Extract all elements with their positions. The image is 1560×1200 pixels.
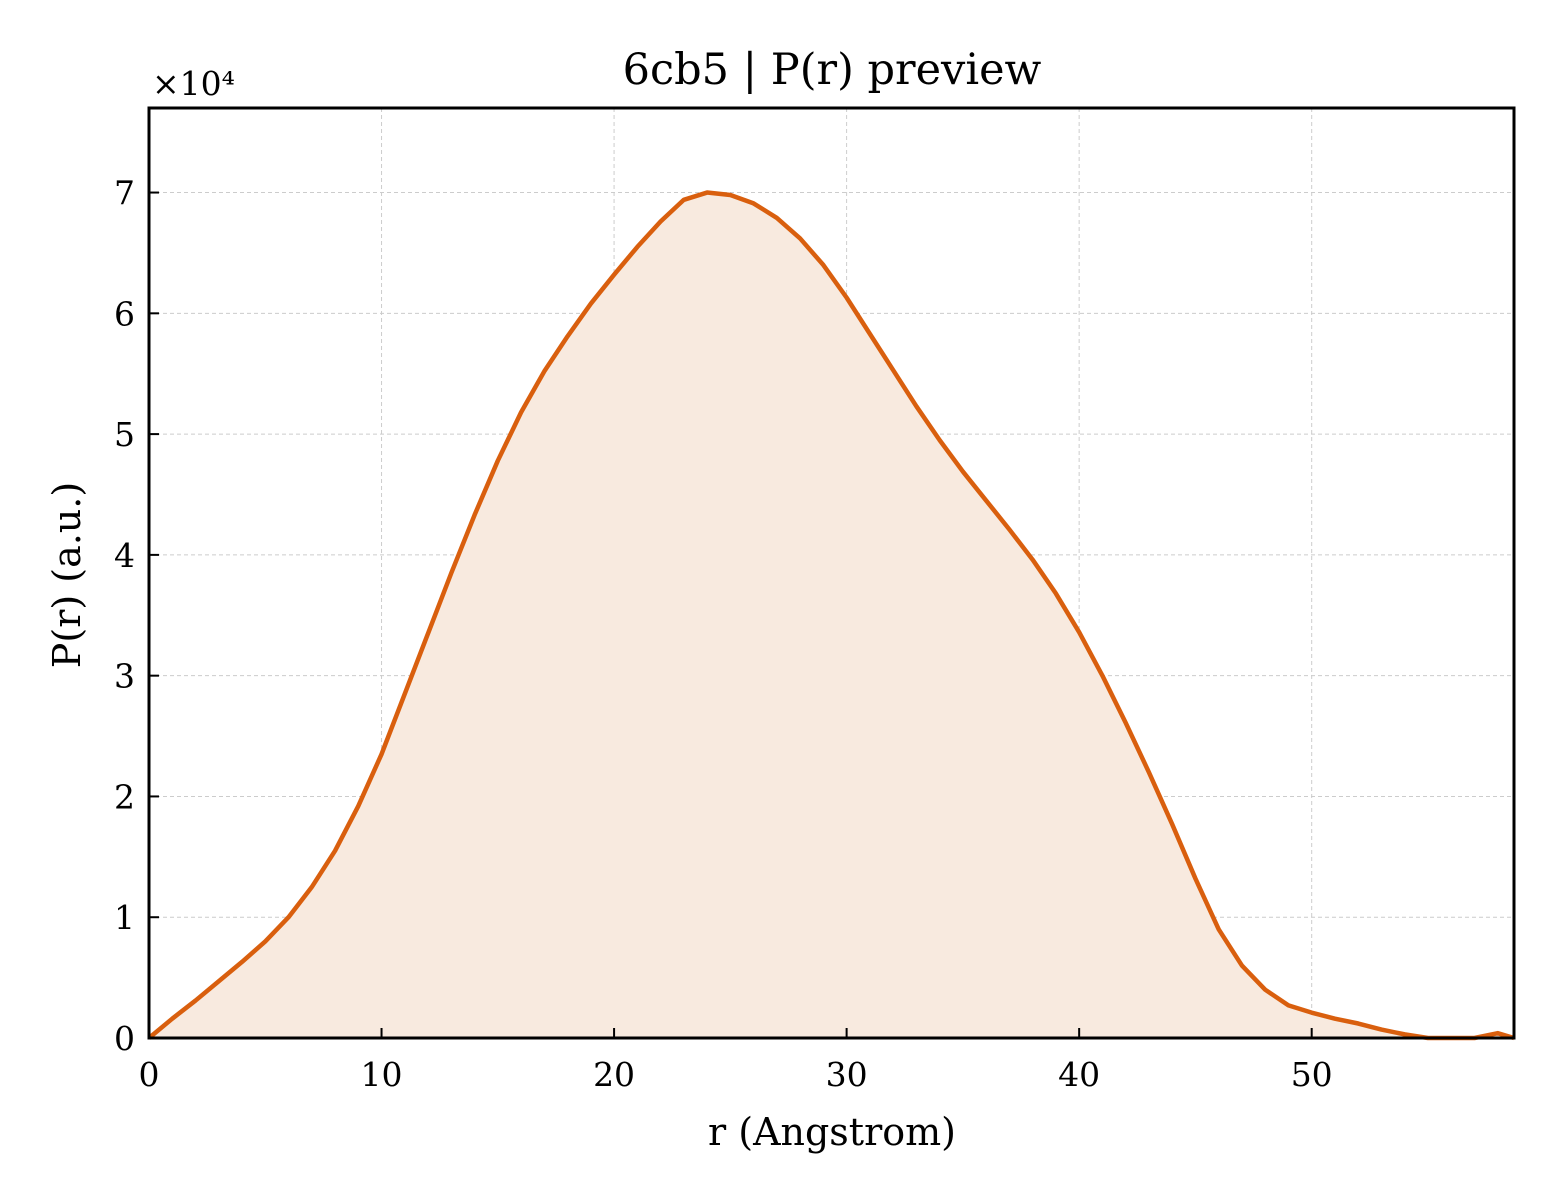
y-tick-label: 4 — [114, 536, 135, 575]
y-tick-label: 7 — [114, 174, 135, 213]
y-tick-label: 6 — [114, 294, 135, 333]
y-tick-label: 1 — [114, 898, 135, 937]
y-tick-label: 5 — [114, 415, 135, 454]
x-tick-label: 20 — [593, 1055, 635, 1094]
y-axis-label: P(r) (a.u.) — [45, 482, 89, 668]
x-tick-label: 10 — [361, 1055, 403, 1094]
y-axis-multiplier: ×10⁴ — [152, 64, 235, 103]
chart-title: 6cb5 | P(r) preview — [623, 45, 1042, 95]
x-axis-label: r (Angstrom) — [708, 1110, 956, 1154]
series-line — [147, 190, 1515, 1041]
y-tick-label: 2 — [114, 777, 135, 816]
x-tick-label: 50 — [1291, 1055, 1333, 1094]
x-tick-label: 40 — [1058, 1055, 1100, 1094]
axis-ticks: 0 10 20 30 40 50 0 1 2 3 4 5 6 7 — [114, 174, 1333, 1094]
x-tick-label: 0 — [139, 1055, 160, 1094]
y-tick-label: 3 — [114, 657, 135, 696]
x-tick-label: 30 — [826, 1055, 868, 1094]
plot-frame — [147, 106, 1516, 1040]
y-tick-label: 0 — [114, 1019, 135, 1058]
